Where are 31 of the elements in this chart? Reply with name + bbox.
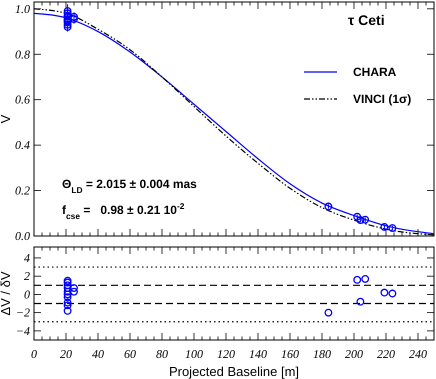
y-tick-label: 1.0 bbox=[15, 2, 30, 16]
y-tick-label: 0.6 bbox=[15, 92, 30, 107]
x-tick-label: 80 bbox=[156, 347, 168, 361]
x-tick-label: 160 bbox=[281, 347, 299, 361]
y-tick-label: 0.4 bbox=[15, 138, 30, 152]
y-tick-label: −2 bbox=[16, 306, 30, 320]
x-tick-label: 40 bbox=[92, 347, 104, 361]
legend-label: VINCI (1σ) bbox=[353, 92, 412, 106]
x-tick-label: 100 bbox=[185, 347, 203, 361]
x-tick-label: 20 bbox=[60, 347, 72, 361]
annotation: f$_{cse}$ = 0.98 ± 0.21 10$^{-2}$ bbox=[62, 201, 185, 221]
y-axis-title: ΔV / δV bbox=[0, 271, 13, 316]
x-axis-title: Projected Baseline [m] bbox=[168, 364, 300, 379]
x-tick-label: 60 bbox=[124, 347, 136, 361]
y-tick-label: −4 bbox=[16, 324, 30, 338]
annotation: Θ$_{LD}$ = 2.015 ± 0.004 mas bbox=[62, 177, 198, 195]
x-tick-label: 220 bbox=[377, 347, 395, 361]
x-tick-label: 240 bbox=[409, 347, 427, 361]
y-tick-label: 0 bbox=[24, 287, 30, 302]
legend-label: CHARA bbox=[353, 65, 397, 79]
y-tick-label: 0.8 bbox=[15, 47, 30, 62]
y-tick-label: 0.2 bbox=[15, 184, 30, 198]
x-tick-label: 140 bbox=[249, 347, 267, 361]
y-axis-title: V bbox=[0, 114, 13, 124]
x-tick-label: 180 bbox=[313, 347, 331, 361]
y-tick-label: 0.0 bbox=[15, 229, 30, 243]
annotation: τ Ceti bbox=[348, 12, 385, 28]
x-tick-label: 120 bbox=[217, 347, 235, 361]
x-tick-label: 200 bbox=[345, 347, 363, 361]
y-tick-label: 2 bbox=[24, 269, 30, 284]
y-tick-label: 4 bbox=[24, 250, 30, 265]
